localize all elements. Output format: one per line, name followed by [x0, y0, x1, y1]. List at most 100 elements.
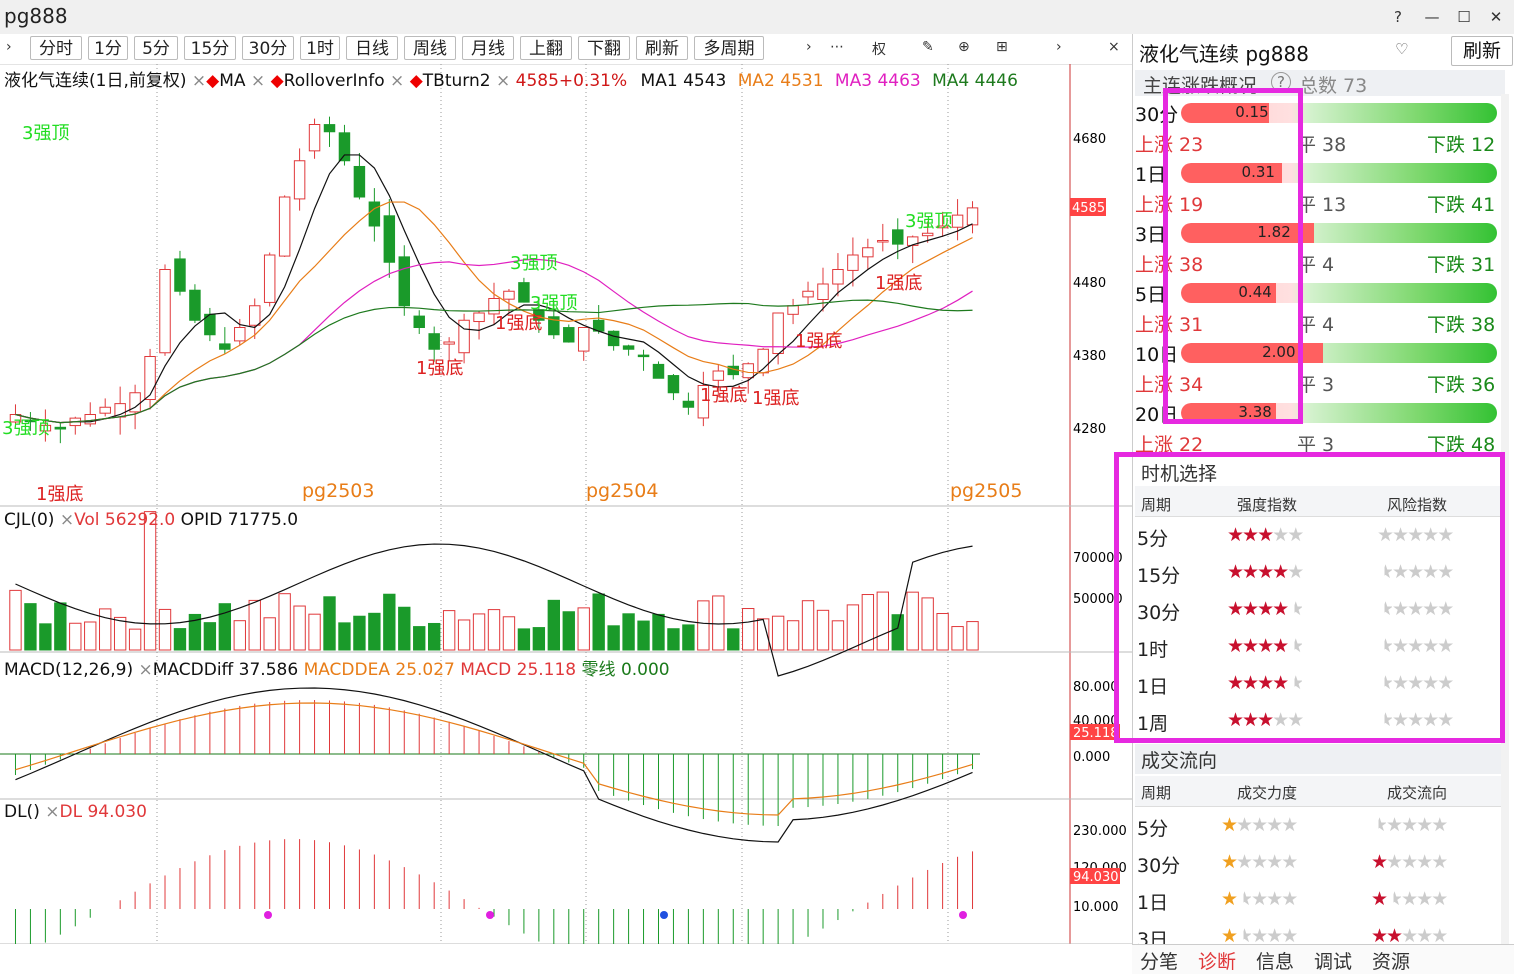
toolbar-button-5[interactable]: 1时: [300, 36, 340, 60]
candle-body: [847, 254, 859, 271]
candle-body: [802, 290, 814, 298]
legend-close-icon[interactable]: ×: [384, 71, 410, 91]
more-icon[interactable]: ⋯: [830, 39, 844, 55]
toolbar-button-9[interactable]: 上翻: [520, 36, 572, 60]
toolbar-button-10[interactable]: 下翻: [578, 36, 630, 60]
dl-dot: [486, 911, 494, 919]
top-signal: 3强顶: [22, 123, 69, 144]
minimize-icon[interactable]: —: [1424, 8, 1440, 26]
overview-period: 3日: [1135, 224, 1167, 246]
legend-close-icon[interactable]: ×: [39, 802, 60, 822]
volume-bar: [457, 619, 471, 651]
toolbar-button-12[interactable]: 多周期: [694, 36, 764, 60]
toolbar-button-6[interactable]: 日线: [346, 36, 398, 60]
candle-body: [652, 363, 665, 379]
bottom-tab-0[interactable]: 分笔: [1140, 951, 1179, 973]
draw-icon[interactable]: ✎: [922, 39, 934, 55]
refresh-button[interactable]: 刷新: [1451, 36, 1513, 66]
candle-body: [383, 215, 396, 263]
overview-value: 1.82: [1257, 223, 1291, 241]
volume-bar: [697, 600, 710, 651]
volume-bar: [846, 604, 860, 651]
next-icon[interactable]: ›: [1056, 39, 1062, 55]
candle-body: [39, 424, 52, 432]
candle-body: [189, 289, 201, 321]
volume-bar: [9, 589, 22, 651]
volume-bar: [203, 622, 217, 651]
candle-body: [488, 298, 500, 315]
candle-body: [263, 254, 276, 303]
toolbar-button-7[interactable]: 周线: [404, 36, 456, 60]
opid-value: OPID 71775.0: [180, 510, 299, 530]
toolbar-button-11[interactable]: 刷新: [636, 36, 688, 60]
kline-chart[interactable]: 4680 4585 4480 4380 4280 3强顶 3强顶 3强顶 3强顶 3强顶 1强底 1强…: [0, 64, 1132, 974]
chevron-right-icon[interactable]: ›: [6, 39, 12, 55]
overview-up: 上涨 31: [1135, 314, 1204, 336]
legend-close-icon[interactable]: ×: [54, 510, 75, 530]
flow-col-label: 周期: [1141, 784, 1172, 802]
flow-header-bar: [1135, 744, 1501, 774]
overview-total: 总数 73: [1299, 75, 1368, 97]
overview-bar: 3.38: [1181, 403, 1497, 423]
candle-body: [862, 247, 874, 258]
legend-close-icon[interactable]: ×: [490, 71, 516, 91]
toolbar-button-0[interactable]: 分时: [30, 36, 82, 60]
toolbar-button-3[interactable]: 15分: [184, 36, 236, 60]
flow-period: 30分: [1137, 855, 1181, 877]
bottom-signal: 1强底: [36, 484, 83, 505]
risk-stars: ★★★★★: [1377, 709, 1454, 731]
bottom-tab-4[interactable]: 资源: [1372, 951, 1411, 973]
legend-price: 4585+0.31%: [515, 71, 628, 91]
volume-bar: [39, 623, 52, 651]
overview-value: 2.00: [1262, 343, 1296, 361]
price-tag: [1070, 198, 1106, 216]
legend-ma1: MA1 4543: [640, 71, 727, 91]
toolbar-button-8[interactable]: 月线: [462, 36, 514, 60]
legend-close-icon[interactable]: ×: [133, 660, 153, 680]
toolbar-button-4[interactable]: 30分: [242, 36, 294, 60]
direction-stars: ★★★★★: [1371, 851, 1448, 873]
overview-down: 下跌 41: [1427, 194, 1496, 216]
flow-period: 5分: [1137, 818, 1169, 840]
timing-period: 1日: [1137, 676, 1169, 698]
bottom-tab-2[interactable]: 信息: [1256, 951, 1295, 973]
direction-stars: ★★★★★: [1371, 925, 1448, 947]
chart-canvas[interactable]: 468045854480438042803强顶3强顶3强顶3强顶3强顶1强底1强…: [0, 64, 1132, 974]
legend-close-icon[interactable]: ×: [186, 71, 207, 91]
volume-bar: [128, 628, 142, 651]
help-icon[interactable]: ?: [1394, 8, 1402, 26]
overview-bar: 2.00: [1181, 343, 1497, 363]
volume-bar: [413, 626, 426, 651]
timing-col-header: 周期: [1141, 496, 1172, 514]
toolbar-button-2[interactable]: 5分: [134, 36, 178, 60]
volume-bar: [831, 620, 845, 651]
scrollbar[interactable]: [1501, 94, 1509, 972]
bottom-tab-1[interactable]: 诊断: [1198, 951, 1237, 973]
volume-bar: [158, 608, 172, 651]
power-stars: ★★★★★: [1221, 888, 1298, 910]
timing-title: 时机选择: [1141, 463, 1218, 485]
candle-body: [353, 165, 366, 198]
volume-axis-label: 500000: [1073, 592, 1123, 607]
volume-bar: [607, 625, 620, 651]
bottom-tab-3[interactable]: 调试: [1314, 951, 1353, 973]
candle-body: [877, 240, 889, 243]
volume-bar: [54, 602, 67, 651]
contract-mark: pg2504: [586, 480, 658, 502]
maximize-icon[interactable]: ☐: [1457, 8, 1471, 26]
macd-diff-line: [15, 687, 973, 843]
toolbar-button-1[interactable]: 1分: [88, 36, 128, 60]
more-right-icon[interactable]: ›: [806, 39, 812, 55]
zoom-icon[interactable]: ⊕: [958, 39, 970, 55]
layout-icon[interactable]: ⊞: [996, 39, 1008, 55]
legend-close-icon[interactable]: ×: [245, 71, 271, 91]
macd-value: MACD 25.118: [460, 660, 577, 680]
risk-stars: ★★★★★: [1377, 524, 1454, 546]
volume-bar: [532, 627, 546, 651]
strength-stars: ★★★★★: [1227, 524, 1304, 546]
close-icon[interactable]: ✕: [1489, 8, 1503, 26]
overview-flat: 平 38: [1297, 134, 1347, 156]
close-icon[interactable]: ×: [1108, 39, 1120, 55]
favorite-icon[interactable]: ♡: [1395, 40, 1409, 58]
rights-icon[interactable]: 权: [872, 42, 886, 58]
